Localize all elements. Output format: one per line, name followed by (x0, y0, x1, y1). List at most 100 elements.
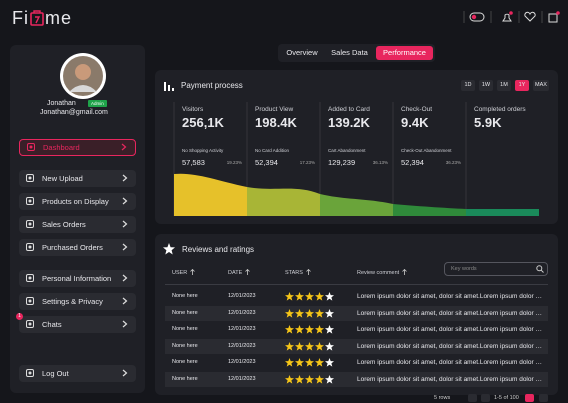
column-header[interactable]: DATE (228, 268, 251, 276)
menu-item[interactable]: Settings & Privacy (19, 293, 136, 310)
comment: Lorem ipsum dolor sit amet, dolor sit am… (357, 375, 545, 383)
menu-item[interactable]: Sales Orders (19, 216, 136, 233)
search-placeholder: Key words (451, 266, 477, 272)
review-row[interactable]: None here 12/01/2023 Lorem ipsum dolor sit… (165, 289, 548, 304)
drop-percent: 17.23% (299, 160, 315, 165)
first-page[interactable] (468, 394, 477, 402)
range-button[interactable]: 1D (461, 80, 475, 91)
column-header[interactable]: USER (172, 268, 196, 276)
stars (285, 325, 334, 334)
star (305, 341, 314, 351)
tab[interactable]: Sales Data (331, 48, 368, 57)
column-label: USER (172, 270, 188, 276)
logo-left: Fi (12, 8, 29, 28)
star (295, 292, 304, 301)
user: None here (172, 342, 198, 349)
menu-label: New Upload (42, 174, 83, 183)
drop-label: No Card Addition (255, 148, 290, 153)
menu-icon (26, 243, 34, 251)
chevron (122, 197, 128, 205)
range-button[interactable]: 1M (497, 80, 511, 91)
menu-label: Chats (42, 320, 62, 329)
star (295, 308, 304, 318)
logo-right: me (45, 8, 73, 28)
drop-value: 52,394 (401, 158, 424, 167)
menu-label: Products on Display (42, 197, 109, 206)
column-label: STARS (285, 270, 303, 276)
menu-item[interactable]: Personal Information (19, 270, 136, 287)
column-header[interactable]: STARS (285, 268, 311, 276)
review-row[interactable]: None here 12/01/2023 Lorem ipsum dolor sit… (165, 322, 548, 337)
column-header[interactable]: Review comment (357, 268, 407, 276)
page-range: 1-5 of 100 (494, 395, 519, 401)
user: None here (172, 326, 198, 332)
user: None here (172, 293, 198, 299)
review-row[interactable]: None here 12/01/2023 Lorem ipsum dolor sit… (165, 305, 548, 321)
reviews-title: Reviews and ratings (182, 245, 255, 254)
prev-page[interactable] (481, 394, 490, 402)
date: 12/01/2023 (228, 375, 256, 382)
review-row[interactable]: None here 12/01/2023 Lorem ipsum dolor sit… (165, 355, 548, 370)
date: 12/01/2023 (228, 342, 256, 349)
stage-value: 139.2K (328, 115, 370, 130)
menu-icon (26, 197, 34, 205)
menu-item[interactable]: Log Out (19, 365, 136, 382)
menu-item[interactable]: Purchased Orders (19, 239, 136, 256)
star (325, 374, 334, 384)
menu-item[interactable]: Dashboard (19, 139, 136, 156)
next-page[interactable] (525, 394, 534, 402)
comment: Lorem ipsum dolor sit amet, dolor sit am… (357, 326, 545, 333)
logo-bag (30, 10, 44, 26)
menu-icon (26, 220, 34, 228)
column-label: DATE (228, 270, 243, 276)
star (325, 325, 334, 334)
review-row[interactable]: None here 12/01/2023 Lorem ipsum dolor sit… (165, 371, 548, 387)
tab[interactable]: Performance (376, 46, 433, 60)
last-page[interactable] (539, 394, 548, 402)
logo[interactable]: Fi me (12, 8, 72, 29)
menu-label: Sales Orders (42, 220, 86, 229)
menu-label: Settings & Privacy (42, 297, 103, 306)
chevron (122, 274, 128, 282)
stage-value: 198.4K (255, 115, 297, 130)
menu-icon (26, 369, 34, 377)
comment: Lorem ipsum dolor sit amet, dolor sit am… (357, 359, 545, 366)
range-button[interactable]: 1Y (515, 80, 529, 91)
top-icons (463, 11, 560, 23)
drop-percent: 36.13% (372, 160, 388, 165)
stars (285, 292, 334, 301)
star (315, 374, 324, 384)
search-box[interactable]: Key words (444, 262, 548, 276)
sort-arrow (402, 268, 407, 275)
range-button[interactable]: MAX (533, 80, 549, 91)
tab[interactable]: Overview (286, 48, 318, 57)
drop-value: 129,239 (328, 158, 356, 167)
star (295, 358, 304, 367)
range-button[interactable]: 1W (479, 80, 493, 91)
bar-icon (164, 82, 174, 91)
star (285, 325, 294, 334)
menu-item[interactable]: New Upload (19, 170, 136, 187)
chevron (122, 320, 128, 328)
user: None here (172, 359, 198, 365)
star (315, 325, 324, 334)
stars (285, 341, 334, 351)
role-badge: Admin (88, 100, 107, 107)
review-row[interactable]: None here 12/01/2023 Lorem ipsum dolor sit… (165, 338, 548, 354)
chevron (122, 174, 128, 182)
star (315, 308, 324, 318)
drop-value: 57,583 (182, 158, 205, 167)
stars (285, 358, 334, 367)
menu-label: Purchased Orders (42, 243, 103, 252)
stage-label: Visitors (182, 106, 204, 113)
stage-label: Check-Out (401, 106, 433, 113)
menu-item[interactable]: Chats (19, 316, 136, 333)
star (295, 341, 304, 351)
stage-value: 5.9K (474, 115, 502, 130)
avatar[interactable] (59, 52, 107, 100)
menu-item[interactable]: Products on Display (19, 193, 136, 210)
menu-label: Dashboard (43, 143, 80, 152)
star (295, 374, 304, 384)
rows-select[interactable]: 5 rows (434, 395, 451, 401)
